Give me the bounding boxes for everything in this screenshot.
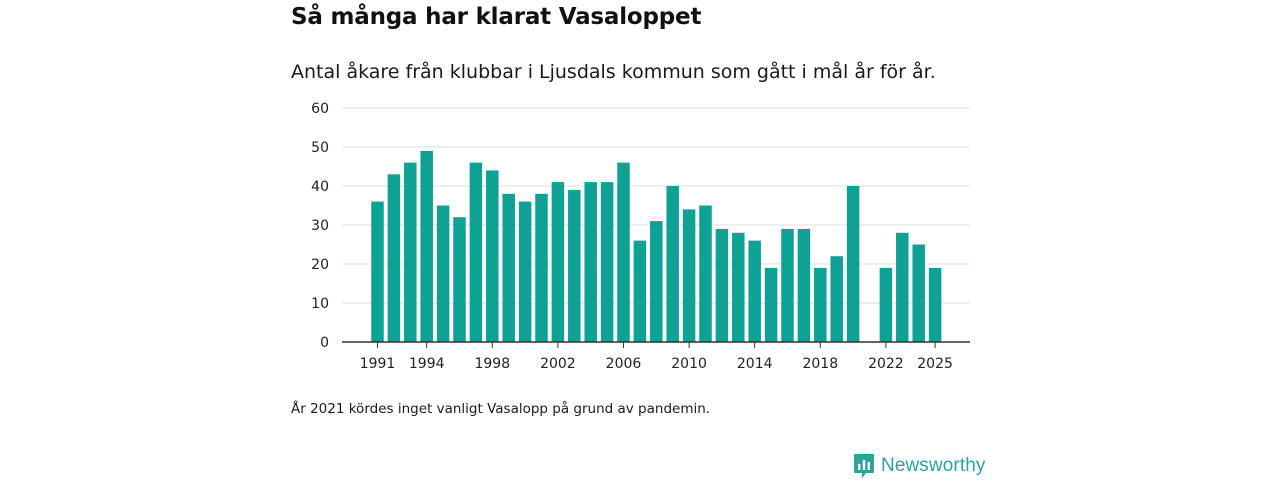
y-tick-label: 10 [311,296,329,312]
chart-subtitle: Antal åkare från klubbar i Ljusdals komm… [291,61,936,83]
bars: 1991: 361992: 431993: 461994: 491995: 35… [371,150,942,343]
bar-2007[interactable]: 2007: 26 [633,240,647,342]
bar-2015[interactable]: 2015: 19 [764,267,778,342]
bar-2023[interactable]: 2023: 28 [896,232,909,342]
bar-2013[interactable]: 2013: 28 [732,232,745,342]
bar-2004[interactable]: 2004: 41 [584,182,597,342]
bar-1996[interactable]: 1996: 32 [453,217,466,342]
bar-1994[interactable]: 1994: 49 [420,150,433,342]
bar-2003[interactable]: 2003: 39 [568,189,581,342]
bar-1999[interactable]: 1999: 38 [502,193,515,342]
bar-2025[interactable]: 2025: 19 [928,267,942,342]
bar-2009[interactable]: 2009: 40 [666,186,679,342]
bar-1997[interactable]: 1997: 46 [469,162,483,342]
chart-title: Så många har klarat Vasaloppet [291,4,702,30]
footnote: År 2021 kördes inget vanligt Vasalopp på… [291,401,711,417]
y-tick-label: 40 [311,179,329,195]
x-tick-label: 1994 [409,356,445,372]
bar-2005[interactable]: 2005: 41 [600,182,614,342]
x-tick-label: 1998 [474,356,510,372]
bar-2020[interactable]: 2020: 40 [846,186,860,342]
x-tick-label: 2014 [737,356,773,372]
bar-2019[interactable]: 2019: 22 [830,256,843,342]
y-tick-label: 50 [311,140,329,156]
bar-1991[interactable]: 1991: 36 [371,201,384,342]
bar-2024[interactable]: 2024: 25 [912,244,925,343]
bar-1993[interactable]: 1993: 46 [404,162,417,342]
bar-1992[interactable]: 1992: 43 [387,174,401,342]
x-axis-ticks: 1991 1994 1998 2002 2006 2010 2014 2018 2022 2025 [360,342,953,372]
bar-2016[interactable]: 2016: 29 [781,228,794,342]
bar-2018[interactable]: 2018: 19 [814,267,827,342]
bar-2002[interactable]: 2002: 41 [551,182,565,342]
brand-name: Newsworthy [881,455,986,476]
y-tick-label: 0 [320,335,329,351]
bar-2006[interactable]: 2006: 46 [617,162,630,342]
bar-1998[interactable]: 1998: 44 [486,170,499,342]
bar-2001[interactable]: 2001: 38 [535,193,548,342]
x-tick-label: 2010 [671,356,707,372]
bar-2011[interactable]: 2011: 35 [699,205,712,343]
bar-2014[interactable]: 2014: 26 [748,240,761,342]
bar-2012[interactable]: 2012: 29 [715,228,729,342]
bar-2008[interactable]: 2008: 31 [650,221,663,342]
x-tick-label: 1991 [360,356,396,372]
newsworthy-logo-icon [854,454,874,478]
y-tick-label: 60 [311,101,329,117]
bar-2010[interactable]: 2010: 34 [682,209,696,342]
x-tick-label: 2022 [868,356,904,372]
y-axis-ticks: 0 10 20 30 40 50 60 [311,101,329,351]
x-tick-label: 2025 [917,356,953,372]
bar-2017[interactable]: 2017: 29 [797,228,811,342]
y-tick-label: 30 [311,218,329,234]
x-tick-label: 2002 [540,356,576,372]
brand-logo[interactable]: Newsworthy [853,452,985,480]
bar-2000[interactable]: 2000: 36 [518,201,532,342]
bar-1995[interactable]: 1995: 35 [436,205,450,343]
bar-2022[interactable]: 2022: 19 [879,267,893,342]
y-tick-label: 20 [311,257,329,273]
x-tick-label: 2018 [802,356,838,372]
x-tick-label: 2006 [606,356,642,372]
